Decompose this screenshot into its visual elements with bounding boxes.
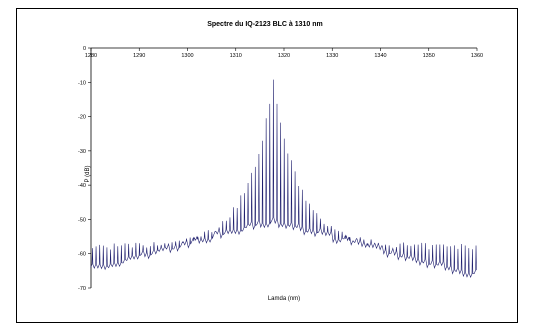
x-tick-label: 1340 [374, 53, 386, 59]
y-tick-label: -70 [78, 286, 86, 292]
y-tick-label: -20 [78, 115, 86, 121]
x-tick-label: 1290 [133, 53, 145, 59]
x-tick-label: 1330 [326, 53, 338, 59]
y-axis-label: P (dB) [85, 166, 91, 183]
y-tick-label: -40 [78, 183, 86, 189]
x-tick-label: 1320 [278, 53, 290, 59]
y-tick-label: -60 [78, 252, 86, 258]
x-ticks: 1280 1290 1300 1310 1320 1330 1340 1350 1360 [85, 48, 483, 59]
y-tick-label: 0 [83, 46, 86, 52]
spectrum-series-line [90, 79, 477, 279]
y-tick-label: -50 [78, 217, 86, 223]
chart-frame: Spectre du IQ-2123 BLC à 1310 nm 1280 129… [16, 8, 518, 323]
y-ticks: 0 -10 -20 -30 -40 -50 -60 -70 [78, 46, 91, 292]
x-tick-label: 1360 [471, 53, 483, 59]
x-tick-label: 1310 [230, 53, 242, 59]
spectrum-chart: Spectre du IQ-2123 BLC à 1310 nm 1280 129… [78, 21, 483, 302]
x-tick-label: 1350 [423, 53, 435, 59]
y-tick-label: -10 [78, 80, 86, 86]
chart-title: Spectre du IQ-2123 BLC à 1310 nm [207, 21, 323, 28]
x-tick-label: 1300 [181, 53, 193, 59]
y-tick-label: -30 [78, 149, 86, 155]
plot-area: 1280 1290 1300 1310 1320 1330 1340 1350 1360 0 -1… [78, 46, 483, 292]
x-tick-label: 1280 [85, 53, 97, 59]
x-axis-label: Lamda (nm) [268, 296, 300, 302]
